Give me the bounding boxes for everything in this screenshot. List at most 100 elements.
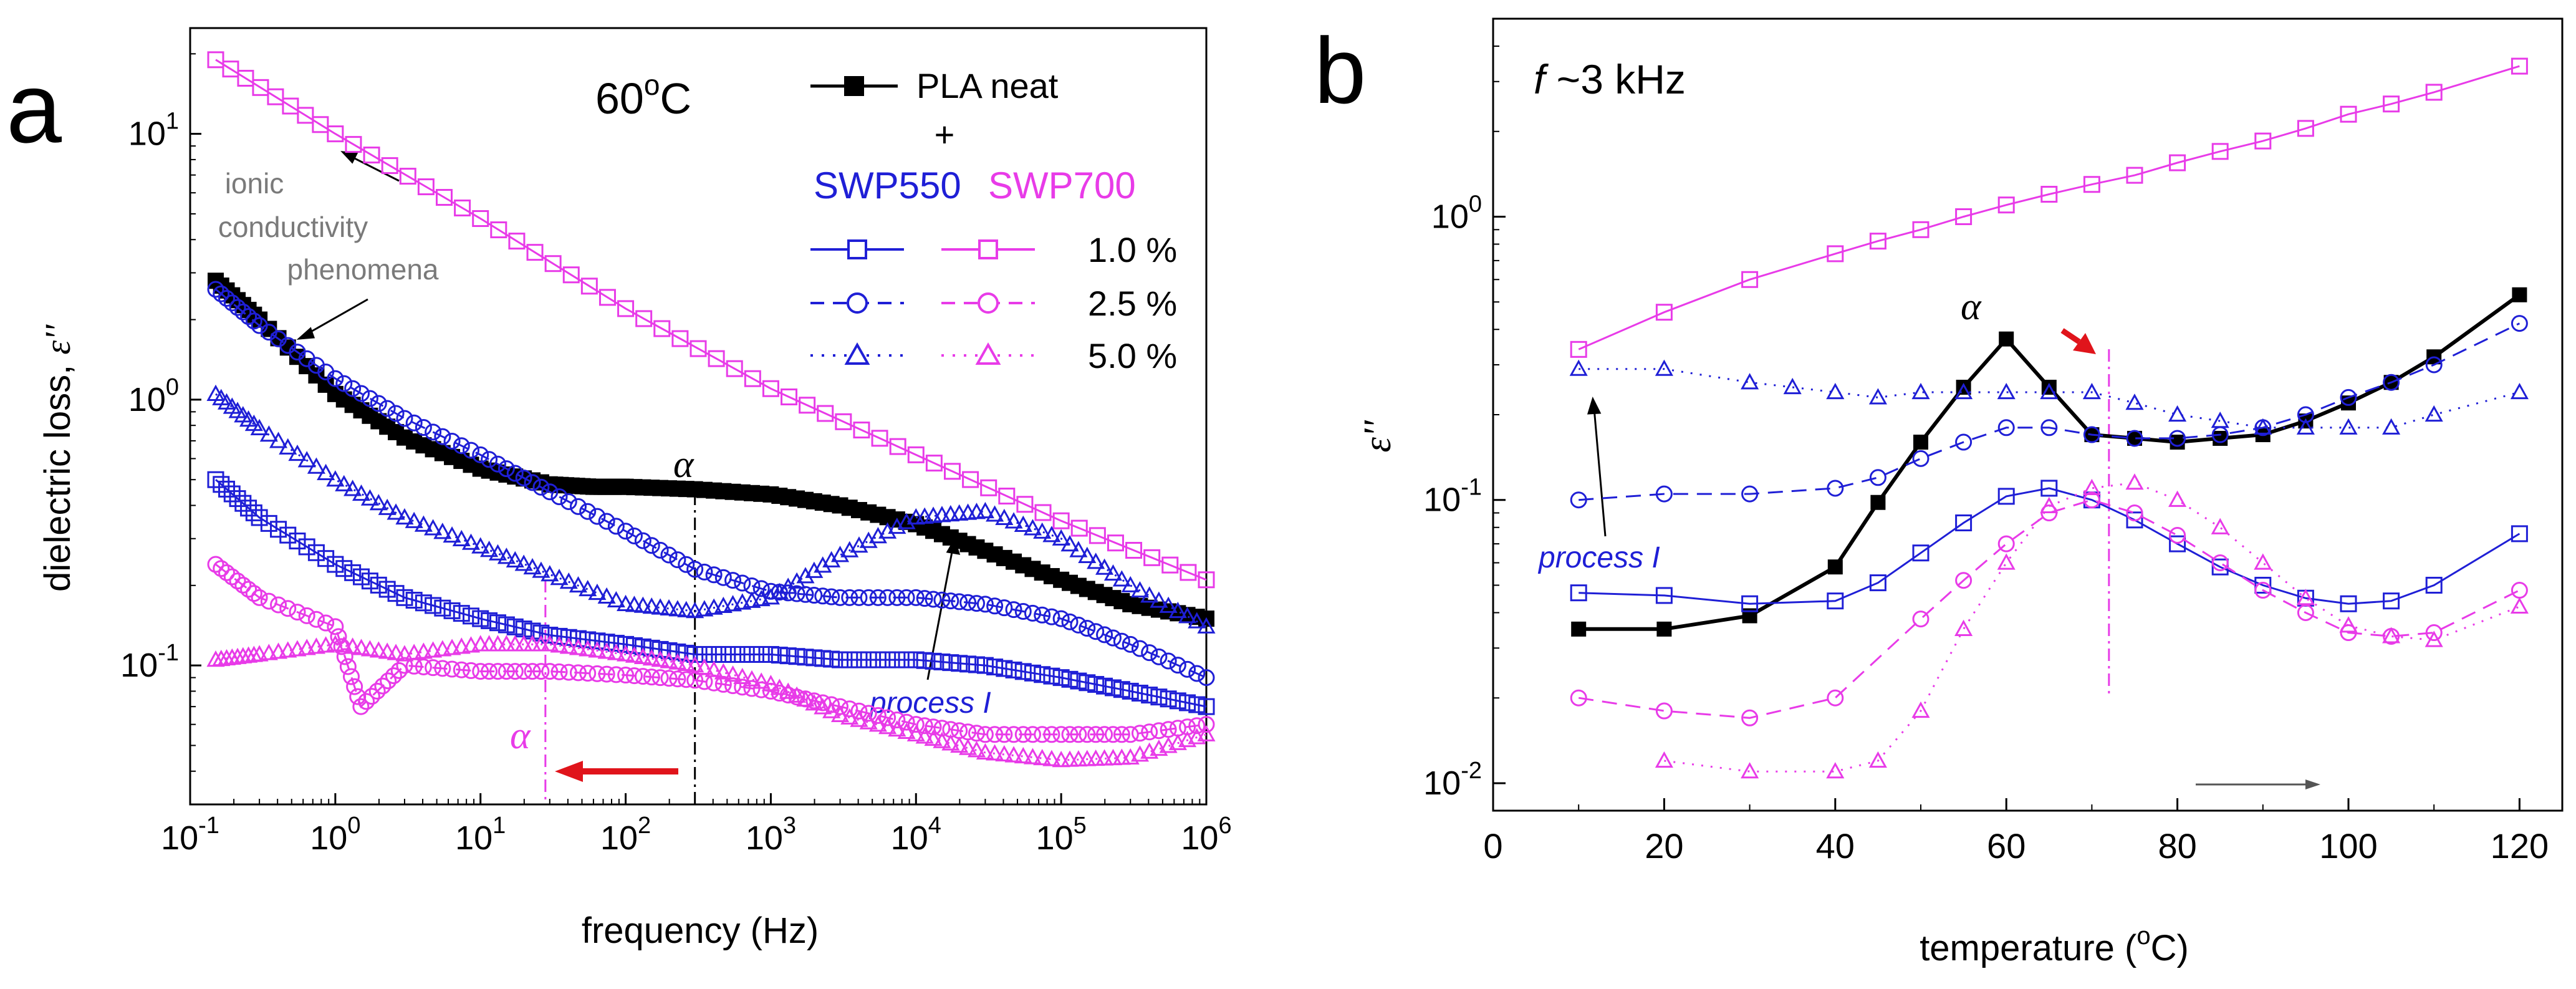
data-point-a xyxy=(617,645,635,662)
data-point-a xyxy=(933,653,951,670)
data-point-a xyxy=(396,589,413,606)
data-point-a xyxy=(1042,526,1061,543)
data-point-a xyxy=(405,511,423,528)
data-point-a xyxy=(1095,558,1114,575)
y-tick-label-a-base: 10 xyxy=(128,115,166,153)
data-point-a xyxy=(282,97,299,115)
data-point-a xyxy=(506,663,524,680)
data-point-a xyxy=(976,657,994,674)
series-a xyxy=(208,273,1214,627)
data-point-a xyxy=(840,708,859,725)
data-point-a xyxy=(461,533,481,550)
data-point-a xyxy=(317,550,335,567)
data-point-a xyxy=(1169,657,1186,674)
data-point-a xyxy=(1014,663,1032,680)
data-point-a xyxy=(761,675,780,692)
data-point-a xyxy=(868,715,887,732)
data-point-b xyxy=(2254,419,2272,437)
data-point-a xyxy=(589,665,606,682)
data-point-b xyxy=(2511,57,2528,75)
data-point-a xyxy=(976,596,994,613)
y-tick-label-a: 101 xyxy=(128,109,179,153)
legend-a: PLA neat + SWP550 SWP700 1.0 % 2.5 % 5.0… xyxy=(810,66,1177,375)
data-point-a xyxy=(250,645,269,662)
y-tick-label-a: 10-1 xyxy=(120,640,179,684)
x-tick-label-a-exp: 2 xyxy=(638,813,651,839)
data-point-a xyxy=(634,638,651,655)
data-point-a xyxy=(860,705,877,722)
data-point-a xyxy=(967,741,986,758)
data-point-a xyxy=(1052,610,1070,627)
data-point-b xyxy=(1741,595,1759,612)
data-point-b xyxy=(2382,418,2401,435)
data-point-a xyxy=(996,726,1013,743)
data-point-a xyxy=(617,523,635,540)
data-point-a xyxy=(788,648,805,665)
data-point-a xyxy=(850,589,868,606)
data-point-a xyxy=(705,566,723,584)
data-point-a xyxy=(327,556,344,573)
data-point-b xyxy=(1955,208,1973,225)
data-point-a xyxy=(860,651,877,668)
data-point-a xyxy=(660,642,678,659)
data-point-b xyxy=(2040,419,2058,437)
data-point-b xyxy=(1955,433,1973,451)
data-point-a xyxy=(906,725,925,741)
data-point-a xyxy=(944,463,961,480)
data-point-a xyxy=(1043,726,1060,743)
data-point-b xyxy=(1868,388,1887,405)
data-point-a xyxy=(607,635,625,652)
data-point-a xyxy=(1103,564,1123,581)
data-point-a xyxy=(218,480,236,498)
data-point-b xyxy=(1870,495,1886,510)
data-point-a xyxy=(335,560,353,577)
data-point-b xyxy=(2340,624,2357,642)
data-point-a xyxy=(686,672,704,689)
data-point-a xyxy=(598,665,615,683)
data-point-a xyxy=(352,484,371,501)
data-point-a xyxy=(898,713,915,731)
data-point-a xyxy=(651,669,669,687)
data-point-b xyxy=(2425,624,2443,642)
data-point-a xyxy=(653,320,671,337)
data-point-a xyxy=(797,649,814,666)
data-point-a xyxy=(598,513,615,530)
data-point-b xyxy=(1827,559,1843,575)
data-point-a xyxy=(569,630,587,647)
data-point-a xyxy=(770,678,789,695)
series-a xyxy=(207,281,1215,687)
data-point-a xyxy=(942,592,959,610)
data-point-b xyxy=(1570,584,1587,602)
data-point-a xyxy=(1130,581,1150,598)
data-point-a xyxy=(524,663,541,680)
data-point-a xyxy=(387,644,405,660)
data-point-b xyxy=(2211,518,2229,534)
x-tick-label-a-exp: 4 xyxy=(928,813,941,839)
data-point-a xyxy=(1104,679,1122,697)
data-point-a xyxy=(696,563,713,581)
y-tick-label-b-base: 10 xyxy=(1431,198,1469,236)
data-point-a xyxy=(1178,607,1197,624)
data-point-a xyxy=(327,125,344,143)
data-point-a xyxy=(805,694,824,711)
data-point-a xyxy=(363,688,380,705)
data-point-a xyxy=(733,667,752,685)
data-point-a xyxy=(660,546,678,564)
data-point-a xyxy=(1141,687,1158,704)
data-point-b xyxy=(2125,473,2144,490)
data-point-a xyxy=(1087,552,1105,569)
data-point-a xyxy=(381,157,398,175)
legend-pla-label: PLA neat xyxy=(916,66,1059,105)
data-point-a xyxy=(279,438,297,455)
x-tick-label-b: 120 xyxy=(2491,826,2549,866)
x-tick-label-b: 0 xyxy=(1483,826,1502,866)
data-point-a xyxy=(387,585,405,602)
data-point-b xyxy=(2211,143,2229,160)
data-point-a xyxy=(353,568,370,586)
data-point-a xyxy=(823,650,840,668)
x-tick-label-a-exp: 1 xyxy=(493,813,506,839)
data-point-a xyxy=(942,654,959,672)
panel-a-temperature: 60oC xyxy=(595,69,691,123)
data-point-a xyxy=(269,642,288,659)
data-point-a xyxy=(489,614,506,632)
